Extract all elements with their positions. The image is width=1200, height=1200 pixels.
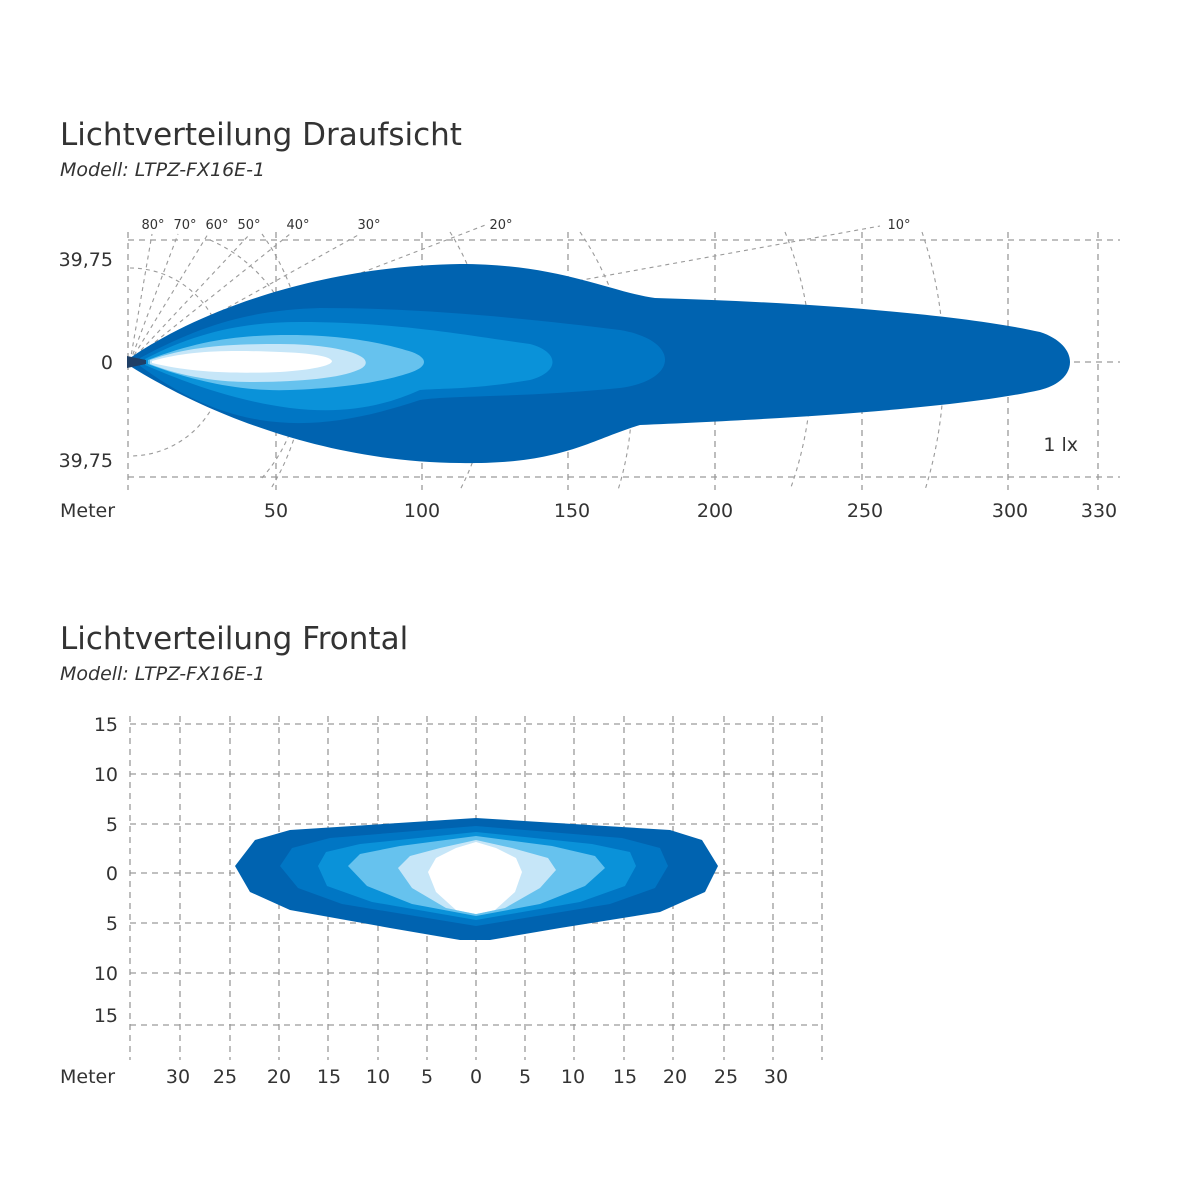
- topview-x-tick: 330: [1081, 500, 1117, 522]
- topview-angle-label: 60°: [205, 218, 228, 233]
- frontview-axis-labels: 15 10 5 0 5 10 15 Meter 30 25 20 15 10 5…: [60, 714, 788, 1088]
- frontview-x-tick: 10: [366, 1066, 390, 1088]
- frontview-x-axis-label: Meter: [60, 1066, 115, 1088]
- topview-angle-label: 30°: [357, 218, 380, 233]
- frontview-y-tick: 10: [94, 963, 118, 985]
- frontview-chart: 15 10 5 0 5 10 15 Meter 30 25 20 15 10 5…: [60, 714, 823, 1088]
- frontview-zones: [235, 818, 718, 940]
- topview-angle-label: 40°: [286, 218, 309, 233]
- topview-y-tick: 0: [101, 352, 113, 374]
- frontview-x-tick: 20: [663, 1066, 687, 1088]
- topview-angle-label: 20°: [489, 218, 512, 233]
- topview-x-tick: 50: [264, 500, 288, 522]
- topview-x-tick: 100: [404, 500, 440, 522]
- frontview-x-tick: 25: [714, 1066, 738, 1088]
- frontview-y-tick: 5: [106, 913, 118, 935]
- topview-angle-label: 80°: [141, 218, 164, 233]
- frontview-zone-6: [428, 842, 522, 914]
- topview-zones: [127, 264, 1070, 464]
- frontview-x-tick: 30: [764, 1066, 788, 1088]
- topview-x-axis-label: Meter: [60, 500, 115, 522]
- frontview-x-tick: 10: [561, 1066, 585, 1088]
- topview-chart: 39,75 0 39,75 Meter 50 100 150 200 250 3…: [59, 218, 1120, 522]
- topview-lamp-origin: [127, 356, 146, 368]
- chart-title-top: Lichtverteilung Draufsicht: [60, 117, 462, 153]
- frontview-y-tick: 0: [106, 863, 118, 885]
- frontview-x-tick: 15: [317, 1066, 341, 1088]
- topview-lux-annotation: 1 lx: [1043, 434, 1078, 456]
- chart-title-front: Lichtverteilung Frontal: [60, 621, 409, 657]
- frontview-x-tick: 30: [166, 1066, 190, 1088]
- frontview-y-tick: 15: [94, 714, 118, 736]
- frontview-y-tick: 15: [94, 1005, 118, 1027]
- frontview-y-tick: 10: [94, 764, 118, 786]
- frontview-y-tick: 5: [106, 814, 118, 836]
- topview-axis-labels: 39,75 0 39,75 Meter 50 100 150 200 250 3…: [59, 218, 1118, 522]
- frontview-x-tick: 5: [519, 1066, 531, 1088]
- frontview-x-tick: 15: [613, 1066, 637, 1088]
- topview-x-tick: 300: [992, 500, 1028, 522]
- topview-angle-label: 70°: [173, 218, 196, 233]
- frontview-x-tick: 20: [267, 1066, 291, 1088]
- frontview-x-tick: 0: [470, 1066, 482, 1088]
- topview-y-tick: 39,75: [59, 450, 113, 472]
- topview-y-tick: 39,75: [59, 249, 113, 271]
- topview-zone-6: [152, 350, 332, 373]
- topview-angle-label: 50°: [237, 218, 260, 233]
- frontview-x-tick: 25: [213, 1066, 237, 1088]
- topview-angle-label: 10°: [887, 218, 910, 233]
- topview-x-tick: 250: [847, 500, 883, 522]
- topview-x-tick: 200: [697, 500, 733, 522]
- topview-x-tick: 150: [554, 500, 590, 522]
- frontview-x-tick: 5: [421, 1066, 433, 1088]
- chart-subtitle-front: Modell: LTPZ-FX16E-1: [60, 663, 266, 685]
- chart-subtitle-top: Modell: LTPZ-FX16E-1: [60, 159, 266, 181]
